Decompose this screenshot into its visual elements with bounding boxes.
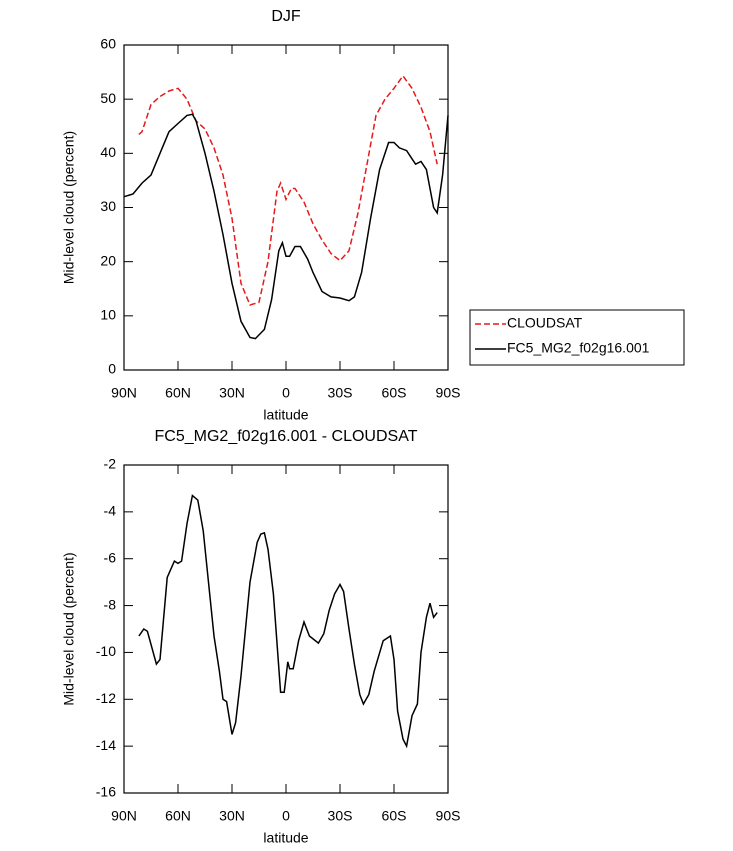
- x-tick-label: 30S: [328, 808, 353, 824]
- x-tick-label: 60N: [165, 385, 191, 401]
- y-tick-label: -14: [96, 737, 116, 753]
- y-axis-label: Mid-level cloud (percent): [61, 552, 77, 705]
- y-axis-label: Mid-level cloud (percent): [61, 131, 77, 284]
- y-tick-label: -8: [104, 596, 117, 612]
- y-tick-label: 20: [100, 252, 116, 268]
- x-tick-label: 30S: [328, 385, 353, 401]
- x-tick-label: 0: [282, 808, 290, 824]
- legend-box: [469, 309, 685, 366]
- x-tick-label: 90N: [111, 385, 137, 401]
- y-tick-label: 50: [100, 90, 116, 106]
- y-tick-label: -16: [96, 784, 116, 800]
- legend-label: FC5_MG2_f02g16.001: [507, 340, 650, 356]
- x-tick-label: 90S: [436, 385, 461, 401]
- y-tick-label: 0: [108, 361, 116, 377]
- x-tick-label: 90S: [436, 808, 461, 824]
- y-tick-label: -10: [96, 643, 116, 659]
- x-tick-label: 60S: [382, 808, 407, 824]
- legend-label: CLOUDSAT: [507, 315, 583, 331]
- x-tick-label: 60N: [165, 808, 191, 824]
- plot-frame: [123, 44, 449, 371]
- plot-frame: [123, 464, 449, 794]
- y-tick-label: 40: [100, 144, 116, 160]
- x-tick-label: 30N: [219, 385, 245, 401]
- series-line: [138, 494, 438, 749]
- x-tick-label: 60S: [382, 385, 407, 401]
- chart-title: DJF: [271, 8, 301, 25]
- y-tick-label: -6: [104, 549, 117, 565]
- y-tick-label: -2: [104, 456, 117, 472]
- y-tick-label: 30: [100, 198, 116, 214]
- x-axis-label: latitude: [263, 407, 308, 423]
- series-line: [138, 74, 438, 306]
- y-tick-label: 60: [100, 36, 116, 52]
- series-line: [123, 113, 449, 340]
- x-axis-label: latitude: [263, 830, 308, 846]
- y-tick-label: 10: [100, 307, 116, 323]
- x-tick-label: 0: [282, 385, 290, 401]
- y-tick-label: -4: [104, 503, 117, 519]
- x-tick-label: 30N: [219, 808, 245, 824]
- x-tick-label: 90N: [111, 808, 137, 824]
- chart-title: FC5_MG2_f02g16.001 - CLOUDSAT: [155, 428, 418, 445]
- y-tick-label: -12: [96, 690, 116, 706]
